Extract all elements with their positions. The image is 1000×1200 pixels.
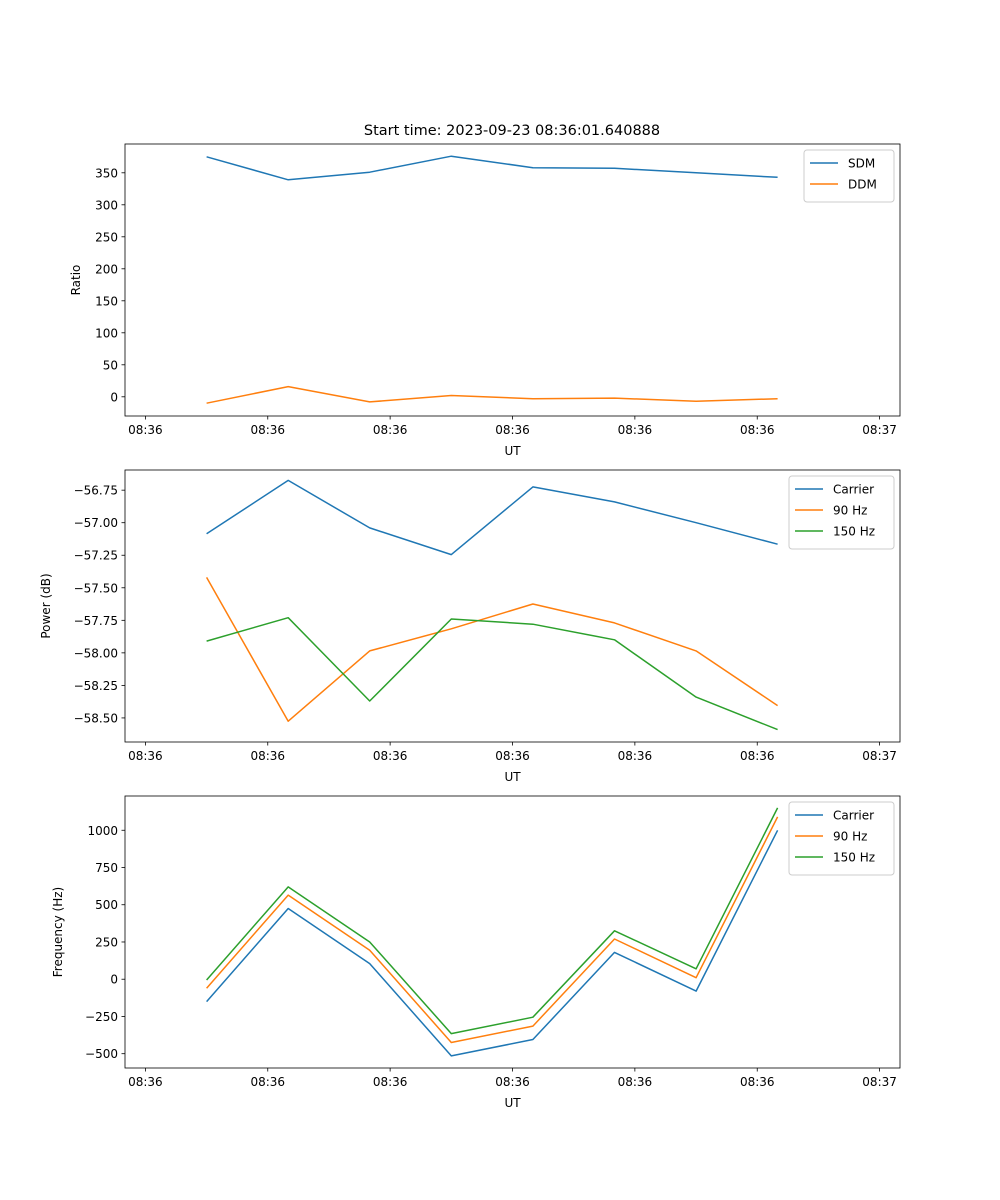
series-line-ddm <box>206 385 778 404</box>
power-subplot: 08:36 08:36 08:36 08:36 08:36 08:36 08:37 −58.5… <box>39 469 901 784</box>
series-line-carrier <box>206 829 779 1057</box>
legend: Carrier 90 Hz 150 Hz <box>788 801 895 876</box>
legend: SDM DDM <box>803 149 895 203</box>
x-axis-label: UT <box>504 1096 521 1110</box>
x-tick-label: 08:36 <box>373 1075 408 1089</box>
x-tick-label: 08:37 <box>862 1075 897 1089</box>
legend-label: 90 Hz <box>833 830 867 844</box>
x-tick-label: 08:37 <box>862 423 897 437</box>
x-tick-label: 08:37 <box>862 749 897 763</box>
y-tick-label: 50 <box>103 358 118 372</box>
x-tick-label: 08:36 <box>740 749 775 763</box>
series-line-90-hz <box>205 577 779 722</box>
y-tick-label: −57.75 <box>74 614 118 628</box>
y-tick-label: −58.00 <box>74 646 118 660</box>
x-tick-label: 08:36 <box>618 423 653 437</box>
legend-label: DDM <box>848 178 877 192</box>
axes-frame <box>124 795 901 1069</box>
y-tick-label: −250 <box>85 1010 118 1024</box>
figure-title: Start time: 2023-09-23 08:36:01.640888 <box>364 123 660 139</box>
x-tick-label: 08:36 <box>495 1075 530 1089</box>
y-tick-label: 100 <box>95 326 118 340</box>
legend-label: Carrier <box>833 809 874 823</box>
y-tick-label: 350 <box>95 166 118 180</box>
x-tick-label: 08:36 <box>740 423 775 437</box>
x-tick-label: 08:36 <box>495 423 530 437</box>
y-tick-label: 250 <box>95 935 118 949</box>
y-tick-label: −56.75 <box>74 484 118 498</box>
series-line-carrier <box>206 479 778 556</box>
y-axis-label: Frequency (Hz) <box>51 887 65 978</box>
x-tick-label: 08:36 <box>373 423 408 437</box>
y-axis-label: Ratio <box>69 265 83 296</box>
y-tick-label: 0 <box>110 973 118 987</box>
y-tick-label: 500 <box>95 898 118 912</box>
series-line-150-hz <box>206 807 779 1035</box>
x-tick-label: 08:36 <box>128 423 163 437</box>
x-tick-label: 08:36 <box>250 423 285 437</box>
y-tick-label: 150 <box>95 294 118 308</box>
y-tick-label: −58.50 <box>74 711 118 725</box>
x-tick-label: 08:36 <box>373 749 408 763</box>
axes-frame <box>124 143 901 417</box>
legend-label: SDM <box>848 157 875 171</box>
legend: Carrier 90 Hz 150 Hz <box>788 475 895 550</box>
x-tick-label: 08:36 <box>618 749 653 763</box>
x-tick-label: 08:36 <box>128 1075 163 1089</box>
x-axis-label: UT <box>504 444 521 458</box>
x-tick-label: 08:36 <box>740 1075 775 1089</box>
series-line-90-hz <box>206 816 779 1044</box>
y-tick-label: 0 <box>110 390 118 404</box>
x-axis-label: UT <box>504 770 521 784</box>
y-tick-label: −58.25 <box>74 679 118 693</box>
y-tick-label: 300 <box>95 198 118 212</box>
y-tick-label: 1000 <box>87 824 118 838</box>
legend-label: Carrier <box>833 483 874 497</box>
y-tick-label: 250 <box>95 230 118 244</box>
series-line-150-hz <box>206 616 778 731</box>
x-tick-label: 08:36 <box>618 1075 653 1089</box>
y-tick-label: 750 <box>95 861 118 875</box>
series-line-sdm <box>206 155 778 181</box>
x-tick-label: 08:36 <box>128 749 163 763</box>
x-tick-label: 08:36 <box>250 1075 285 1089</box>
ratio-subplot: 08:36 08:36 08:36 08:36 08:36 08:36 08:37 0 50 10… <box>69 143 901 458</box>
x-tick-label: 08:36 <box>250 749 285 763</box>
y-tick-label: −57.50 <box>74 581 118 595</box>
y-tick-label: −57.25 <box>74 549 118 563</box>
y-tick-label: −57.00 <box>74 516 118 530</box>
legend-label: 150 Hz <box>833 525 875 539</box>
legend-label: 150 Hz <box>833 851 875 865</box>
y-axis-label: Power (dB) <box>39 573 53 638</box>
legend-label: 90 Hz <box>833 504 867 518</box>
x-tick-label: 08:36 <box>495 749 530 763</box>
y-tick-label: −500 <box>85 1047 118 1061</box>
y-tick-label: 200 <box>95 262 118 276</box>
frequency-subplot: 08:36 08:36 08:36 08:36 08:36 08:36 08:37 −500 −… <box>51 795 901 1110</box>
